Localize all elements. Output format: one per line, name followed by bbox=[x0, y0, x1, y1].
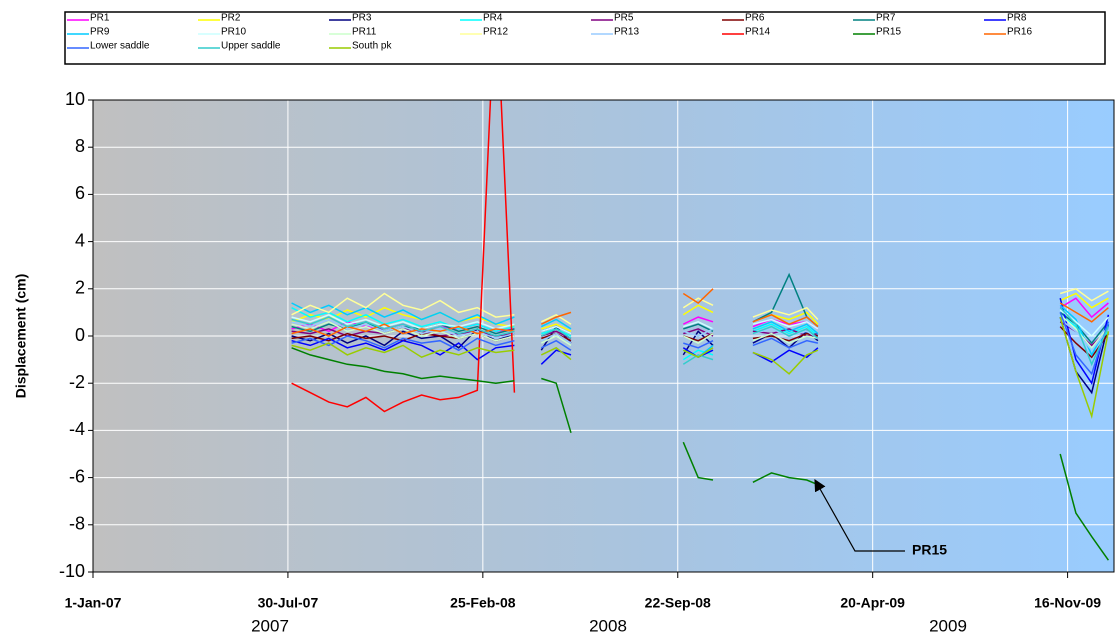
legend-label: Upper saddle bbox=[221, 41, 281, 52]
legend-label: PR16 bbox=[1007, 27, 1032, 38]
legend-label: PR5 bbox=[614, 13, 634, 24]
legend-box bbox=[64, 11, 1106, 65]
legend-label: PR7 bbox=[876, 13, 896, 24]
y-tick-label: 8 bbox=[75, 136, 85, 156]
legend-label: PR10 bbox=[221, 27, 246, 38]
x-tick-label: 25-Feb-08 bbox=[450, 595, 516, 611]
series-line bbox=[291, 312, 1110, 376]
annotation: 2009 bbox=[929, 616, 967, 635]
legend-label: PR13 bbox=[614, 27, 639, 38]
series-line bbox=[291, 287, 1109, 325]
series-line bbox=[291, 318, 1109, 352]
y-tick-label: 2 bbox=[75, 278, 85, 298]
legend-label: PR4 bbox=[483, 13, 503, 24]
x-tick-label: 22-Sep-08 bbox=[645, 595, 711, 611]
annotation: 2007 bbox=[251, 616, 289, 635]
x-tick-label: 1-Jan-07 bbox=[65, 595, 122, 611]
legend-label: PR8 bbox=[1007, 13, 1027, 24]
series-line bbox=[291, 292, 1109, 332]
x-tick-label: 20-Apr-09 bbox=[840, 595, 905, 611]
y-tick-label: 4 bbox=[75, 230, 85, 250]
y-tick-label: 6 bbox=[75, 183, 85, 203]
annotation: PR15 bbox=[912, 542, 947, 558]
y-tick-label: -2 bbox=[69, 372, 85, 392]
y-tick-label: -10 bbox=[59, 561, 85, 581]
series-line bbox=[291, 347, 1110, 561]
legend-label: PR2 bbox=[221, 13, 241, 24]
legend-label: PR1 bbox=[90, 13, 110, 24]
series-line bbox=[291, 316, 1110, 420]
legend-label: PR15 bbox=[876, 27, 901, 38]
legend-label: South pk bbox=[352, 41, 392, 52]
y-tick-label: -4 bbox=[69, 419, 85, 439]
legend-label: PR14 bbox=[745, 27, 770, 38]
series-line bbox=[291, 307, 1110, 367]
y-tick-label: -8 bbox=[69, 514, 85, 534]
legend-label: PR12 bbox=[483, 27, 508, 38]
x-tick-label: 30-Jul-07 bbox=[258, 595, 319, 611]
annotation: 2008 bbox=[589, 616, 627, 635]
legend-label: Lower saddle bbox=[90, 41, 150, 52]
y-tick-label: 0 bbox=[75, 325, 85, 345]
legend-label: PR6 bbox=[745, 13, 765, 24]
series-line bbox=[291, 314, 1109, 349]
y-tick-label: -6 bbox=[69, 466, 85, 486]
legend-label: PR9 bbox=[90, 27, 110, 38]
y-tick-label: 10 bbox=[65, 89, 85, 109]
legend-label: PR3 bbox=[352, 13, 372, 24]
y-axis-label: Displacement (cm) bbox=[13, 274, 29, 398]
legend-label: PR11 bbox=[352, 27, 377, 38]
annotation-arrow bbox=[814, 478, 905, 552]
series-line bbox=[291, 309, 1109, 338]
series-line bbox=[291, 288, 1109, 337]
x-tick-label: 16-Nov-09 bbox=[1034, 595, 1101, 611]
